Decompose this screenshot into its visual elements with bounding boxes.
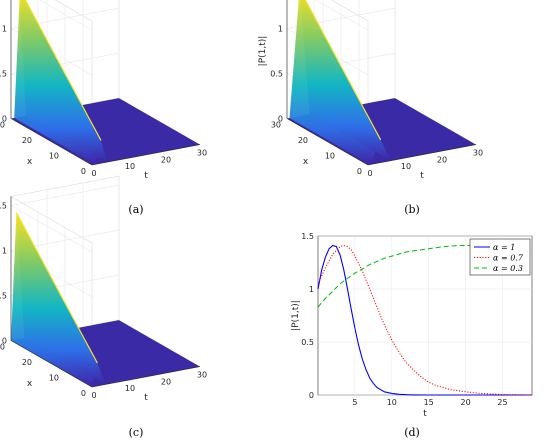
series-line-2: [317, 244, 533, 396]
y-tick-label: 0: [309, 391, 314, 400]
x-axis-line: [10, 340, 93, 388]
z-tick-label: 0: [278, 115, 283, 124]
panel-d: 5 10 15 20 25 0 0.5 1 1.5 t |P(1,t)| α = 1 α = 0.7α …: [291, 232, 533, 419]
z-tick-label: 0.5: [0, 292, 7, 301]
x-tick-label: 20: [298, 136, 308, 145]
t-tick-label: 30: [473, 149, 483, 158]
caption-a: (a): [128, 203, 143, 216]
y-tick-label: 1.5: [301, 232, 314, 241]
series-line-1: [317, 244, 532, 396]
caption-d: (d): [404, 426, 420, 439]
z-tick-label: 1: [2, 25, 7, 34]
x-tick-label: 10: [325, 152, 335, 161]
legend-label-3: α = 0.3: [493, 264, 523, 273]
y-axis-label: |P(1,t)|: [291, 300, 301, 331]
x-axis-label: x: [303, 157, 309, 167]
x-tick-label: 10: [49, 374, 59, 383]
t-tick-label: 20: [437, 155, 447, 164]
z-tick-label: 1: [278, 25, 283, 34]
legend-label-2: α = 0.7: [493, 254, 524, 263]
x-tick-label: 30: [271, 121, 281, 130]
wave-crest: [24, 0, 102, 141]
x-axis-line: [10, 118, 93, 166]
y-tick-label: 1: [309, 285, 314, 294]
z-tick-label: 0: [2, 337, 7, 346]
t-tick-label: 0: [367, 169, 372, 178]
x-tick-label: 0: [357, 167, 362, 176]
t-tick-label: 0: [91, 391, 96, 400]
t-axis-line: [91, 366, 201, 388]
z-axis-label: |P(1,t)|: [258, 36, 268, 67]
caption-b: (b): [404, 203, 420, 216]
y-tick-label: 0.5: [301, 338, 314, 347]
grid-line: [39, 0, 93, 31]
x-axis-line: [286, 118, 369, 166]
x-tick-label: 20: [460, 398, 470, 407]
t-axis-label: t: [144, 171, 148, 181]
x-tick-label: 15: [424, 398, 434, 407]
legend-label-1: α = 1: [493, 243, 515, 252]
x-axis-label: t: [423, 409, 427, 419]
wave-face-back: [300, 0, 391, 161]
z-tick-label: 0: [2, 115, 7, 124]
t-axis-label: t: [144, 393, 148, 403]
x-tick-label: 20: [22, 136, 32, 145]
wave-face-back: [16, 212, 106, 385]
wave-crest: [15, 212, 98, 364]
x-tick-label: 25: [497, 398, 507, 407]
t-axis-line: [91, 144, 201, 166]
x-tick-label: 0: [81, 167, 86, 176]
t-tick-label: 10: [125, 162, 135, 171]
t-tick-label: 0: [91, 169, 96, 178]
t-tick-label: 20: [161, 377, 171, 386]
x-tick-label: 30: [0, 343, 5, 352]
caption-c: (c): [129, 426, 144, 439]
x-axis-label: x: [27, 379, 33, 389]
x-tick-label: 10: [49, 152, 59, 161]
z-tick-label: 0.5: [270, 70, 283, 79]
t-axis-label: t: [420, 171, 424, 181]
t-tick-label: 10: [125, 384, 135, 393]
z-tick-label: 1: [2, 247, 7, 256]
t-tick-label: 30: [197, 149, 207, 158]
x-tick-label: 20: [22, 358, 32, 367]
z-tick-label: 0.5: [0, 70, 7, 79]
t-axis-line: [367, 144, 477, 166]
x-tick-label: 0: [81, 389, 86, 398]
z-tick-label: 1.5: [0, 202, 7, 211]
grid-line: [315, 0, 369, 31]
x-tick-label: 5: [352, 398, 357, 407]
wave-face-back: [20, 0, 107, 163]
x-tick-label: 30: [0, 121, 5, 130]
wave-crest: [304, 0, 382, 141]
t-tick-label: 10: [401, 162, 411, 171]
x-tick-label: 10: [387, 398, 397, 407]
t-tick-label: 30: [197, 371, 207, 380]
t-tick-label: 20: [161, 155, 171, 164]
x-axis-label: x: [27, 157, 33, 167]
